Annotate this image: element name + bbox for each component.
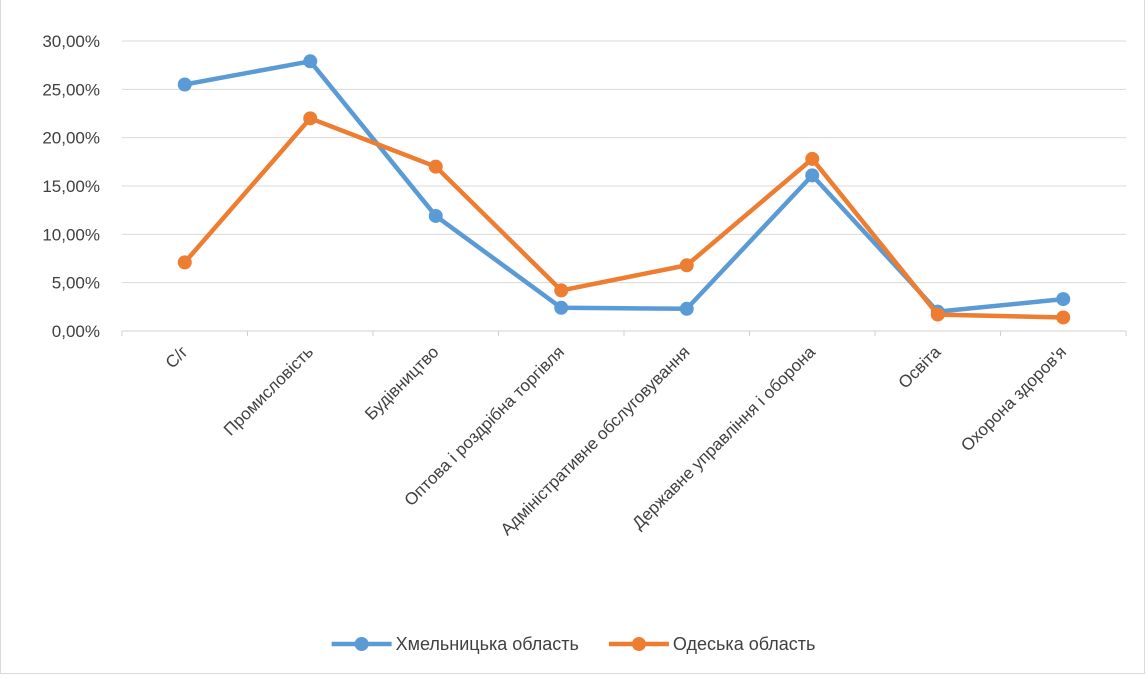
data-point <box>428 159 443 174</box>
data-point <box>679 258 694 273</box>
data-point <box>805 151 820 166</box>
legend-marker <box>354 637 369 651</box>
legend-item: Хмельницька область <box>331 634 579 654</box>
data-point <box>428 208 443 223</box>
data-point <box>177 255 192 270</box>
y-tick-label: 20,00% <box>42 129 100 148</box>
data-point <box>303 54 318 69</box>
y-tick-label: 0,00% <box>52 322 100 341</box>
x-category-label: Охорона здоров'я <box>957 342 1070 455</box>
data-point <box>303 111 318 126</box>
y-tick-label: 15,00% <box>42 177 100 196</box>
gridlines <box>122 40 1126 332</box>
x-category-label: С/г <box>162 342 192 372</box>
data-point <box>554 283 569 298</box>
x-category-label: Освіта <box>895 342 945 392</box>
series <box>177 111 1071 325</box>
data-point <box>679 301 694 316</box>
data-point <box>554 300 569 315</box>
series-lines <box>177 54 1071 325</box>
legend-label: Хмельницька область <box>396 634 579 654</box>
legend-label: Одеська область <box>673 634 815 654</box>
y-tick-label: 30,00% <box>42 32 100 51</box>
data-point <box>1056 292 1071 307</box>
legend-item: Одеська область <box>608 634 815 654</box>
y-tick-label: 25,00% <box>42 80 100 99</box>
data-point <box>930 307 945 322</box>
x-category-label: Будівництво <box>361 342 442 423</box>
y-tick-label: 10,00% <box>42 225 100 244</box>
data-point <box>1056 310 1071 325</box>
series-line <box>182 116 1066 320</box>
y-tick-label: 5,00% <box>52 274 100 293</box>
data-point <box>805 168 820 183</box>
data-point <box>177 77 192 92</box>
legend-marker <box>631 637 646 651</box>
x-category-label: Промисловість <box>220 342 317 439</box>
legend: Хмельницька область Одеська область <box>331 634 815 654</box>
